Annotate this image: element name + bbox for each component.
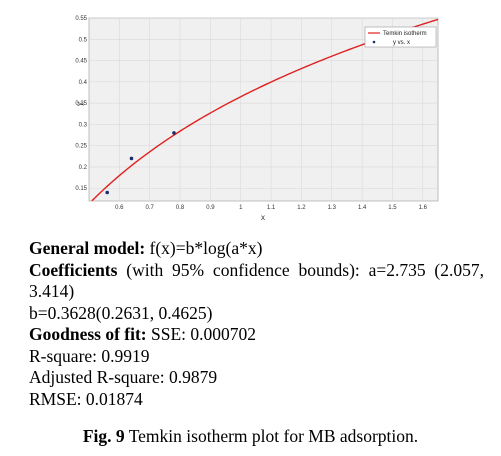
y-tick-label: 0.35 xyxy=(75,101,87,107)
y-tick-label: 0.2 xyxy=(79,165,88,171)
coefficients-value: (with 95% confidence bounds): a=2.735 (2… xyxy=(29,259,484,302)
adjusted-r-square: Adjusted R-square: 0.9879 xyxy=(29,367,218,387)
y-axis-label: y xyxy=(75,102,84,106)
legend-fit-label: Temkin isotherm xyxy=(383,31,427,37)
x-tick-label: 0.7 xyxy=(146,205,155,211)
r-square: R-square: 0.9919 xyxy=(29,345,150,366)
ticks: 0.6 0.7 0.8 0.9 1 1.1 1.2 1.3 1.4 1.5 1.6 0.15 0.2 0.… xyxy=(75,16,427,211)
x-tick-label: 0.9 xyxy=(206,205,215,211)
goodness-label: Goodness of fit: xyxy=(29,324,147,344)
rmse: RMSE: 0.01874 xyxy=(29,388,143,409)
legend: Temkin isotherm y vs. x xyxy=(364,26,437,48)
legend-points-label: y vs. x xyxy=(393,40,410,46)
x-axis-label: x xyxy=(261,213,265,222)
general-model-line: General model: f(x)=b*log(a*x) xyxy=(29,238,484,260)
caption-text: Temkin isotherm plot for MB adsorption. xyxy=(124,426,419,446)
data-point xyxy=(172,131,176,135)
coefficients-line: Coefficients (with 95% confidence bounds… xyxy=(29,260,484,303)
goodness-line: Goodness of fit: SSE: 0.000702 xyxy=(29,324,484,346)
y-tick-label: 0.4 xyxy=(79,80,88,86)
figure-caption: Fig. 9 Temkin isotherm plot for MB adsor… xyxy=(0,425,501,447)
y-tick-label: 0.3 xyxy=(79,122,88,128)
legend-box xyxy=(364,26,437,48)
data-point xyxy=(105,190,110,195)
data-points xyxy=(105,131,176,195)
x-tick-label: 1.3 xyxy=(328,205,337,211)
x-tick-label: 1.4 xyxy=(358,205,367,211)
x-tick-label: 0.6 xyxy=(115,205,124,211)
x-tick-label: 1.6 xyxy=(419,205,428,211)
y-tick-label: 0.5 xyxy=(79,37,88,43)
x-tick-label: 0.8 xyxy=(176,205,185,211)
y-tick-label: 0.55 xyxy=(75,16,87,22)
fit-results: General model: f(x)=b*log(a*x) Coefficie… xyxy=(29,238,484,410)
b-coefficient: b=0.3628(0.2631, 0.4625) xyxy=(29,302,213,323)
caption-label: Fig. 9 xyxy=(82,426,125,446)
x-tick-label: 1.5 xyxy=(388,205,397,211)
plot-area xyxy=(88,17,439,202)
temkin-chart: 0.6 0.7 0.8 0.9 1 1.1 1.2 1.3 1.4 1.5 1.6 0.15 0.2 0.… xyxy=(75,16,439,222)
x-tick-label: 1.2 xyxy=(297,205,306,211)
general-model-value: f(x)=b*log(a*x) xyxy=(145,238,263,258)
data-point xyxy=(129,156,134,161)
coefficients-label: Coefficients xyxy=(29,259,118,280)
y-tick-label: 0.25 xyxy=(75,144,87,150)
sse-value: SSE: 0.000702 xyxy=(146,324,257,344)
legend-point-swatch xyxy=(372,40,376,44)
y-tick-label: 0.45 xyxy=(75,59,87,65)
general-model-label: General model: xyxy=(29,238,146,258)
x-tick-label: 1.1 xyxy=(267,205,276,211)
x-tick-label: 1 xyxy=(239,205,243,211)
y-tick-label: 0.15 xyxy=(75,186,87,192)
chart-figure: 0.6 0.7 0.8 0.9 1 1.1 1.2 1.3 1.4 1.5 1.6 0.15 0.2 0.… xyxy=(75,16,439,222)
